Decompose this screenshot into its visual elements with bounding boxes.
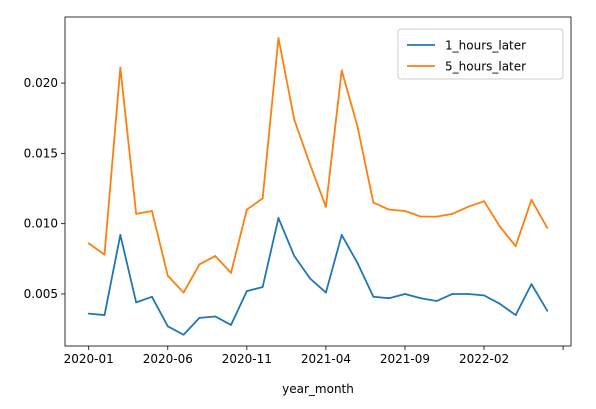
- data-point-1_hours_later-10: [245, 290, 248, 293]
- y-axis: 0.005 0.010 0.015 0.020: [24, 76, 65, 301]
- x-tick-label: 2021-04: [301, 352, 351, 366]
- data-point-5_hours_later-6: [182, 291, 185, 294]
- data-point-1_hours_later-23: [451, 293, 454, 295]
- data-point-5_hours_later-20: [404, 210, 406, 212]
- y-tick-label: 0.020: [24, 76, 58, 90]
- data-point-5_hours_later-26: [498, 225, 501, 228]
- data-point-5_hours_later-16: [340, 69, 343, 72]
- data-point-5_hours_later-23: [451, 212, 454, 215]
- y-tick-label: 0.015: [24, 146, 58, 160]
- data-point-5_hours_later-11: [261, 197, 264, 200]
- legend-box: [397, 28, 564, 80]
- data-point-1_hours_later-25: [483, 294, 485, 297]
- data-point-1_hours_later-6: [182, 333, 185, 336]
- data-point-5_hours_later-14: [309, 163, 311, 166]
- x-tick-label: 2021-09: [380, 352, 430, 366]
- y-tick-label: 0.005: [24, 287, 58, 301]
- data-point-5_hours_later-8: [214, 255, 217, 257]
- series-line-1_hours_later: [88, 217, 549, 336]
- series-line-5_hours_later: [88, 37, 549, 294]
- data-point-1_hours_later-11: [261, 286, 264, 288]
- data-point-1_hours_later-18: [372, 295, 375, 298]
- x-tick-label: 2022-02: [459, 352, 509, 366]
- data-point-1_hours_later-9: [230, 324, 232, 326]
- data-point-5_hours_later-22: [435, 215, 438, 218]
- data-point-5_hours_later-18: [372, 201, 375, 204]
- data-point-1_hours_later-27: [514, 314, 517, 316]
- data-point-5_hours_later-19: [388, 208, 391, 211]
- data-point-5_hours_later-13: [293, 118, 296, 121]
- data-point-1_hours_later-17: [356, 262, 359, 264]
- data-point-1_hours_later-16: [340, 234, 343, 236]
- data-point-1_hours_later-3: [135, 301, 138, 304]
- data-point-1_hours_later-4: [151, 295, 153, 298]
- data-point-1_hours_later-5: [166, 325, 169, 328]
- data-point-5_hours_later-29: [546, 227, 549, 229]
- x-tick-label: 2020-01: [64, 352, 114, 366]
- data-point-5_hours_later-12: [277, 37, 280, 39]
- legend: 1_hours_later 5_hours_later: [397, 28, 564, 80]
- data-point-5_hours_later-5: [166, 274, 169, 277]
- legend-label-1_hours_later: 1_hours_later: [445, 39, 526, 53]
- y-tick-label: 0.010: [24, 217, 58, 231]
- data-point-1_hours_later-28: [530, 283, 533, 286]
- data-point-1_hours_later-14: [309, 277, 311, 280]
- plot-frame: [64, 16, 572, 347]
- data-point-1_hours_later-26: [498, 302, 501, 305]
- data-point-5_hours_later-0: [87, 242, 90, 245]
- data-point-5_hours_later-10: [245, 208, 248, 211]
- data-point-1_hours_later-20: [404, 293, 406, 295]
- data-point-1_hours_later-13: [293, 255, 296, 257]
- data-point-5_hours_later-9: [230, 271, 232, 274]
- data-point-5_hours_later-4: [151, 210, 153, 212]
- data-point-1_hours_later-19: [388, 297, 391, 300]
- data-point-5_hours_later-7: [198, 263, 201, 266]
- data-point-5_hours_later-24: [467, 205, 470, 208]
- data-point-1_hours_later-12: [277, 217, 280, 219]
- data-point-1_hours_later-29: [546, 309, 549, 312]
- data-point-1_hours_later-2: [119, 234, 122, 236]
- data-point-1_hours_later-8: [214, 315, 217, 318]
- x-axis-label: year_month: [282, 382, 354, 396]
- data-point-5_hours_later-21: [419, 215, 422, 218]
- x-axis: 2020-01 2020-06 2020-11 2021-04 2021-09 2022-…: [64, 346, 564, 366]
- series-layer: [87, 37, 549, 336]
- data-point-5_hours_later-27: [514, 245, 517, 248]
- data-point-1_hours_later-21: [419, 297, 422, 300]
- data-point-1_hours_later-24: [467, 293, 470, 295]
- data-point-5_hours_later-3: [135, 212, 138, 215]
- legend-label-5_hours_later: 5_hours_later: [445, 60, 526, 74]
- data-point-5_hours_later-1: [103, 253, 106, 256]
- data-point-1_hours_later-22: [435, 300, 438, 302]
- data-point-5_hours_later-15: [325, 205, 327, 208]
- x-tick-label: 2020-11: [222, 352, 272, 366]
- x-tick-label: 2020-06: [143, 352, 193, 366]
- data-point-5_hours_later-25: [483, 200, 485, 203]
- data-point-5_hours_later-17: [356, 125, 359, 128]
- data-point-1_hours_later-1: [103, 314, 106, 316]
- data-point-1_hours_later-0: [87, 312, 90, 315]
- data-point-5_hours_later-28: [530, 198, 533, 201]
- data-point-1_hours_later-15: [325, 291, 327, 294]
- data-point-1_hours_later-7: [198, 316, 201, 319]
- data-point-5_hours_later-2: [119, 66, 122, 69]
